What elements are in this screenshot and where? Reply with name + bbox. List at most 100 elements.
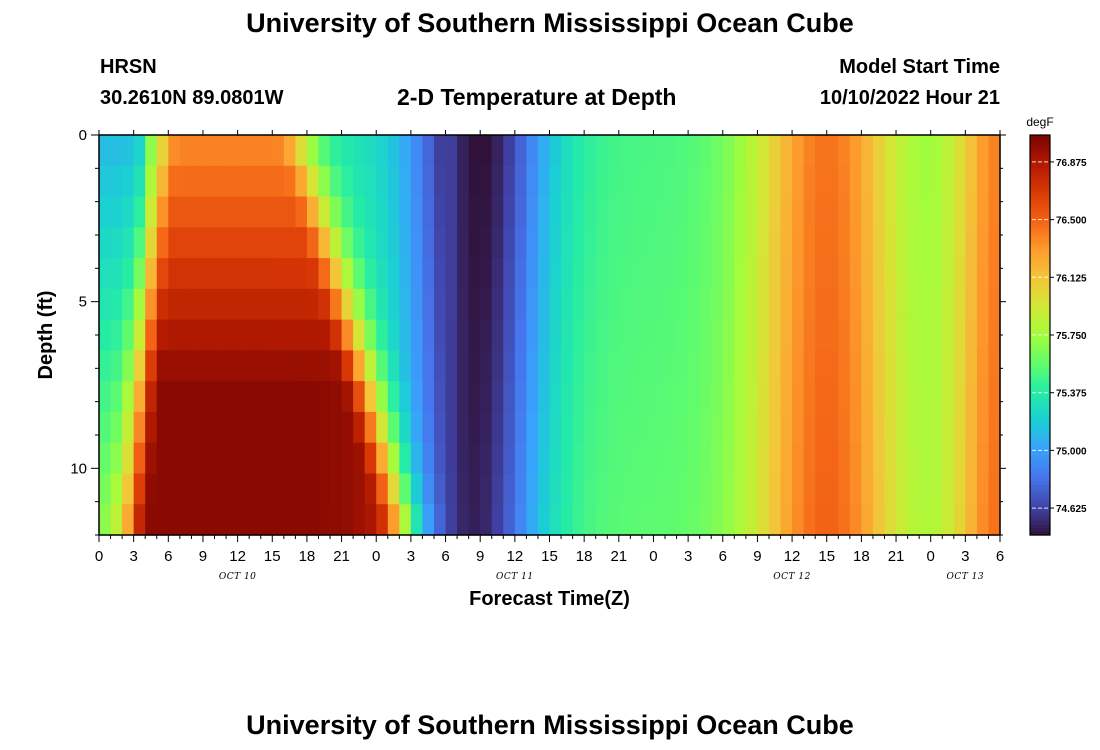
heatmap-cell — [665, 258, 678, 290]
heatmap-cell — [249, 319, 262, 351]
colorbar-swatch — [1030, 378, 1050, 383]
heatmap-cell — [399, 196, 412, 228]
heatmap-cell — [99, 258, 112, 290]
heatmap-cell — [422, 258, 435, 290]
heatmap-cell — [156, 319, 169, 351]
heatmap-cell — [283, 319, 296, 351]
heatmap-cell — [572, 258, 585, 290]
heatmap-cell — [387, 411, 400, 444]
heatmap-cell — [815, 442, 828, 475]
colorbar-swatch — [1030, 215, 1050, 219]
heatmap-cell — [353, 227, 366, 259]
heatmap-cell — [780, 442, 793, 475]
heatmap-cell — [572, 319, 585, 351]
x-tick-label: 9 — [753, 548, 761, 565]
colorbar-swatch — [1030, 181, 1050, 186]
heatmap-cell — [745, 381, 759, 413]
colorbar-swatch — [1030, 525, 1050, 529]
heatmap-cell — [745, 135, 759, 167]
colorbar-swatch — [1030, 195, 1050, 199]
heatmap-cell — [283, 196, 296, 228]
heatmap-cell — [318, 288, 331, 321]
heatmap-cell — [433, 258, 447, 290]
heatmap-cell — [896, 227, 909, 259]
heatmap-cell — [226, 165, 239, 198]
heatmap-cell — [607, 473, 620, 505]
heatmap-cell — [768, 319, 782, 351]
heatmap-cell — [306, 135, 320, 167]
heatmap-cell — [988, 135, 1001, 167]
heatmap-cell — [295, 381, 308, 413]
heatmap-cell — [364, 196, 377, 228]
x-tick-label: 21 — [888, 548, 905, 565]
heatmap-cell — [584, 504, 597, 536]
heatmap-cell — [907, 473, 920, 505]
heatmap-cell — [561, 288, 574, 321]
colorbar-swatch — [1030, 258, 1050, 263]
colorbar-label: 75.750 — [1056, 331, 1087, 342]
heatmap-cell — [226, 411, 239, 444]
heatmap-cell — [884, 165, 897, 198]
heatmap-cell — [318, 473, 331, 505]
heatmap-cell — [607, 504, 620, 536]
heatmap-cell — [526, 504, 539, 536]
heatmap-cell — [907, 381, 920, 413]
heatmap-cell — [145, 227, 158, 259]
heatmap-cell — [503, 319, 516, 351]
heatmap-cell — [803, 442, 816, 475]
heatmap-cell — [410, 135, 424, 167]
heatmap-cell — [99, 381, 112, 413]
heatmap-cell — [480, 258, 493, 290]
heatmap-cell — [584, 258, 597, 290]
heatmap-cell — [376, 381, 389, 413]
heatmap-cell — [953, 196, 966, 228]
heatmap-cell — [595, 350, 608, 382]
heatmap-cell — [907, 411, 920, 444]
heatmap-cell — [156, 473, 169, 505]
heatmap-cell — [930, 319, 943, 351]
heatmap-cell — [953, 135, 966, 167]
heatmap-cell — [792, 319, 805, 351]
heatmap-cell — [572, 135, 585, 167]
heatmap-cell — [734, 165, 747, 198]
heatmap-cell — [202, 196, 216, 228]
heatmap-cell — [595, 135, 608, 167]
heatmap-cell — [514, 288, 527, 321]
heatmap-cell — [838, 411, 851, 444]
heatmap-cell — [849, 258, 862, 290]
heatmap-cell — [815, 196, 828, 228]
heatmap-cell — [549, 411, 562, 444]
heatmap-cell — [480, 442, 493, 475]
heatmap-cell — [330, 135, 343, 167]
colorbar-swatch — [1030, 471, 1050, 476]
heatmap-cell — [353, 165, 366, 198]
heatmap-cell — [272, 288, 285, 321]
colorbar-swatch — [1030, 438, 1050, 443]
heatmap-cell — [445, 288, 458, 321]
heatmap-cell — [630, 135, 643, 167]
heatmap-cell — [503, 135, 516, 167]
heatmap-cell — [410, 319, 424, 351]
heatmap-cell — [283, 227, 296, 259]
heatmap-cell — [283, 411, 296, 444]
heatmap-cell — [745, 473, 759, 505]
heatmap-cell — [503, 350, 516, 382]
heatmap-cell — [214, 319, 227, 351]
x-tick-label: 0 — [95, 548, 103, 565]
heatmap-cell — [676, 319, 689, 351]
heatmap-cell — [584, 442, 597, 475]
y-tick-label: 10 — [70, 460, 87, 477]
heatmap-cell — [272, 196, 285, 228]
heatmap-cell — [191, 381, 204, 413]
heatmap-cell — [734, 473, 747, 505]
heatmap-cell — [630, 504, 643, 536]
heatmap-cell — [849, 504, 862, 536]
heatmap-cell — [826, 135, 839, 167]
heatmap-cell — [757, 288, 770, 321]
heatmap-cell — [330, 288, 343, 321]
heatmap-cell — [896, 135, 909, 167]
heatmap-cell — [457, 288, 470, 321]
heatmap-cell — [99, 442, 112, 475]
heatmap-cell — [226, 227, 239, 259]
heatmap-cell — [584, 196, 597, 228]
